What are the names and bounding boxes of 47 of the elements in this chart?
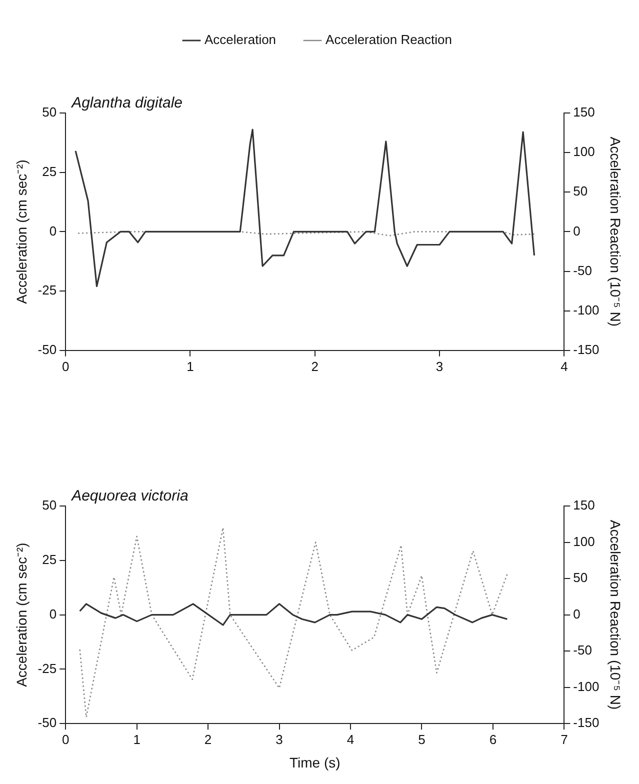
- y-tick-label: -50: [38, 342, 57, 357]
- y2-tick-label: 150: [573, 498, 595, 513]
- y-tick-label: -25: [38, 660, 57, 676]
- y-tick-label: -50: [38, 715, 57, 730]
- x-tick-label: 2: [311, 358, 318, 374]
- legend-label: Acceleration Reaction: [326, 32, 452, 48]
- y2-tick-label: 100: [573, 144, 595, 160]
- chart-title: Aequorea victoria: [70, 488, 188, 505]
- line-series: [79, 527, 508, 718]
- y-tick-label: 0: [49, 223, 57, 238]
- x-tick-label: 3: [436, 358, 444, 374]
- y-tick-label: -25: [38, 282, 57, 298]
- y2-tick-label: 50: [573, 184, 588, 199]
- x-axis-title: Time (s): [289, 754, 340, 770]
- chart-title: Aglantha digitale: [70, 94, 183, 112]
- y2-tick-label: -150: [573, 715, 600, 730]
- x-tick-label: 1: [133, 732, 140, 747]
- x-tick-label: 3: [276, 732, 283, 747]
- y2-axis-title: Acceleration Reaction (10⁻⁵ N): [608, 520, 624, 710]
- x-tick-label: 1: [186, 358, 194, 374]
- y-tick-label: 25: [42, 552, 57, 567]
- y2-tick-label: -50: [573, 262, 592, 278]
- x-tick-label: 5: [418, 732, 426, 747]
- y-tick-label: 50: [42, 498, 57, 513]
- y2-axis-title: Acceleration Reaction (10⁻⁵ N): [608, 136, 624, 327]
- x-tick-label: 2: [204, 732, 212, 747]
- x-tick-label: 4: [560, 358, 568, 374]
- x-tick-label: 4: [346, 732, 354, 747]
- legend-label: Acceleration: [204, 32, 276, 48]
- y2-tick-label: 0: [573, 223, 580, 238]
- x-tick-label: 0: [62, 358, 70, 374]
- y2-tick-label: -150: [573, 342, 600, 357]
- y2-tick-label: -100: [573, 302, 600, 318]
- y2-tick-label: 150: [573, 104, 595, 120]
- y2-tick-label: 100: [573, 534, 595, 549]
- y2-tick-label: -100: [573, 678, 600, 694]
- y-axis-title: Acceleration (cm sec⁻²): [13, 160, 30, 304]
- y2-tick-label: -50: [573, 642, 592, 658]
- y2-tick-label: 50: [573, 570, 588, 586]
- x-tick-label: 6: [489, 732, 497, 747]
- y2-tick-label: 0: [573, 606, 580, 622]
- x-tick-label: 7: [560, 732, 568, 747]
- y-tick-label: 25: [42, 164, 57, 179]
- x-tick-label: 0: [62, 732, 70, 747]
- y-tick-label: 50: [42, 104, 57, 120]
- y-axis-title: Acceleration (cm sec⁻²): [13, 542, 30, 687]
- y-tick-label: 0: [49, 606, 57, 622]
